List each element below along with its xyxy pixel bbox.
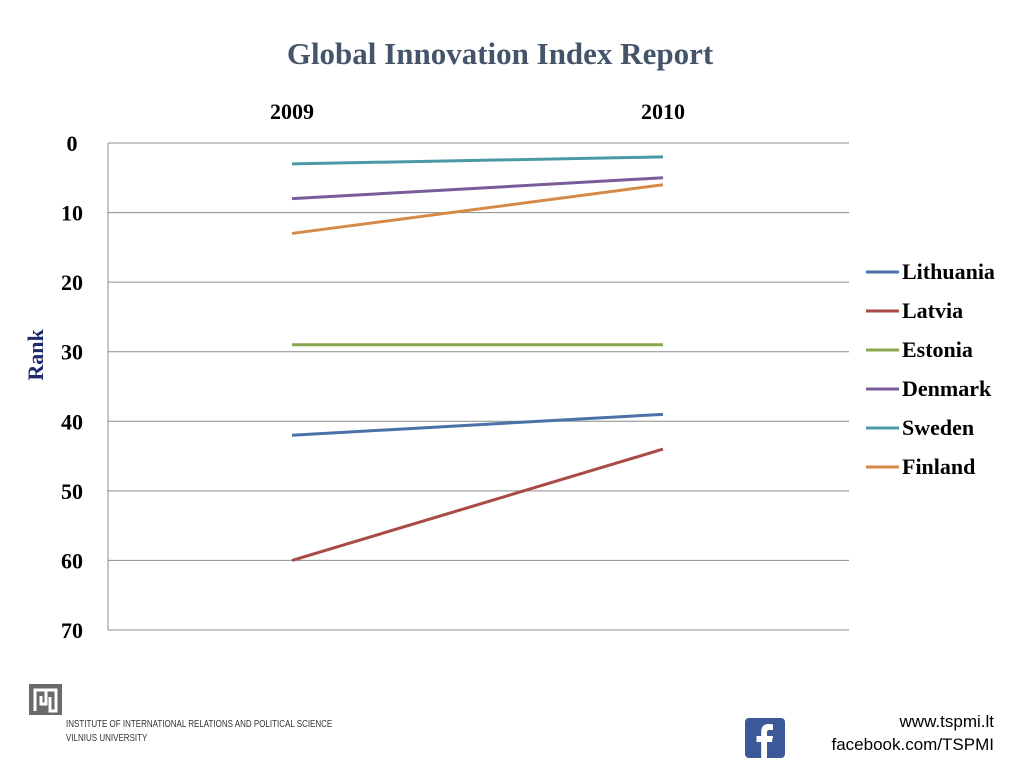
series-line-latvia xyxy=(291,447,664,562)
series-line-denmark xyxy=(291,176,664,201)
y-tick-label: 20 xyxy=(61,270,83,295)
y-tick-label: 70 xyxy=(61,618,83,643)
y-tick-label: 10 xyxy=(61,201,83,226)
y-tick-label: 60 xyxy=(61,548,83,573)
series-line-finland xyxy=(291,183,664,235)
y-tick-label: 50 xyxy=(61,479,83,504)
institute-name: INSTITUTE OF INTERNATIONAL RELATIONS AND… xyxy=(66,718,332,746)
institute-name-line1: INSTITUTE OF INTERNATIONAL RELATIONS AND… xyxy=(66,719,333,730)
legend-label: Denmark xyxy=(902,376,992,401)
legend-entry-lithuania: Lithuania xyxy=(866,259,995,284)
slide-title: Global Innovation Index Report xyxy=(286,36,714,71)
legend-label: Lithuania xyxy=(902,259,995,284)
institute-name-line2: VILNIUS UNIVERSITY xyxy=(66,733,148,744)
legend-label: Finland xyxy=(902,454,975,479)
facebook-link[interactable]: facebook.com/TSPMI xyxy=(831,735,994,754)
web-links: www.tspmi.lt facebook.com/TSPMI xyxy=(831,710,994,756)
legend-entry-latvia: Latvia xyxy=(866,298,963,323)
x-tick-label: 2010 xyxy=(641,99,685,124)
legend-label: Estonia xyxy=(902,337,973,362)
legend-entry-finland: Finland xyxy=(866,454,975,479)
x-tick-label: 2009 xyxy=(270,99,314,124)
series-line-lithuania xyxy=(291,412,664,437)
y-tick-label: 30 xyxy=(61,340,83,365)
institute-logo-icon xyxy=(29,684,62,715)
series-line-sweden xyxy=(291,155,664,166)
rank-line-chart: 0 10 20 30 40 50 60 70 2009 2010 Rank Lithuania Latv… xyxy=(23,99,995,643)
legend-label: Latvia xyxy=(902,298,963,323)
y-tick-label: 40 xyxy=(61,409,83,434)
facebook-icon[interactable] xyxy=(745,718,785,758)
y-axis-label: Rank xyxy=(23,329,48,381)
legend-label: Sweden xyxy=(902,415,974,440)
legend-entry-estonia: Estonia xyxy=(866,337,973,362)
legend-entry-sweden: Sweden xyxy=(866,415,974,440)
y-tick-label: 0 xyxy=(67,131,78,156)
legend-entry-denmark: Denmark xyxy=(866,376,992,401)
website-link[interactable]: www.tspmi.lt xyxy=(899,712,994,731)
